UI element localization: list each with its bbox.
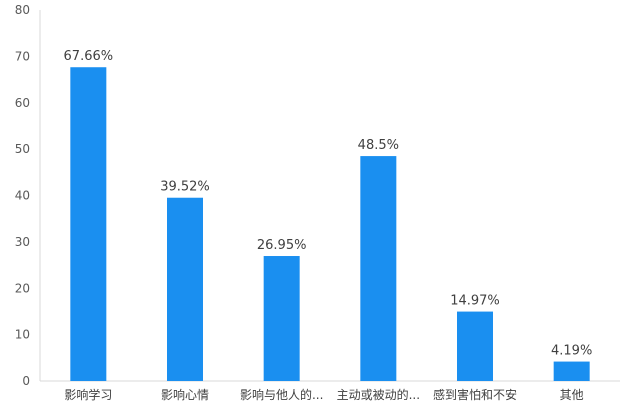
data-label: 48.5% — [358, 138, 399, 153]
category-label: 影响心情 — [161, 387, 209, 402]
y-tick-label: 10 — [15, 328, 30, 342]
bar — [553, 361, 590, 381]
bar — [263, 256, 300, 381]
y-tick-label: 20 — [15, 281, 30, 295]
data-labels: 67.66% 39.52% 26.95% 48.5% 14.97% 4.19% — [64, 49, 593, 358]
data-label: 4.19% — [551, 344, 592, 359]
y-tick-label: 50 — [15, 142, 30, 156]
category-label: 其他 — [560, 388, 584, 402]
y-tick-label: 30 — [15, 235, 30, 249]
bars — [70, 67, 590, 382]
data-label: 67.66% — [64, 49, 114, 64]
bar — [360, 156, 397, 381]
bar — [457, 311, 493, 381]
category-labels: 影响学习 影响心情 影响与他人的... 主动或被动的... 感到害怕和不安 其他 — [64, 387, 583, 402]
bar — [167, 197, 203, 381]
bar — [70, 67, 107, 382]
data-label: 26.95% — [257, 238, 307, 253]
data-label: 39.52% — [160, 180, 210, 195]
category-label: 感到害怕和不安 — [433, 387, 517, 402]
category-label: 主动或被动的... — [337, 387, 420, 402]
y-axis: 0 10 20 30 40 50 60 70 80 — [15, 3, 41, 388]
category-label: 影响学习 — [64, 387, 112, 402]
y-tick-label: 60 — [15, 96, 30, 110]
y-tick-label: 0 — [22, 374, 30, 388]
data-label: 14.97% — [450, 294, 500, 309]
y-tick-label: 80 — [15, 3, 30, 17]
category-label: 影响与他人的... — [240, 387, 323, 402]
y-tick-label: 70 — [15, 49, 30, 63]
y-tick-label: 40 — [15, 189, 30, 203]
